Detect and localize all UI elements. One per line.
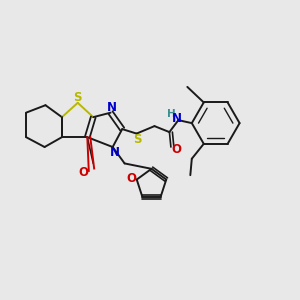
Text: O: O (78, 166, 88, 179)
Text: N: N (172, 112, 182, 125)
Text: S: S (74, 91, 82, 104)
Text: S: S (133, 133, 142, 146)
Text: N: N (107, 101, 117, 114)
Text: O: O (126, 172, 136, 184)
Text: N: N (110, 146, 120, 159)
Text: O: O (171, 143, 181, 156)
Text: H: H (167, 109, 175, 119)
